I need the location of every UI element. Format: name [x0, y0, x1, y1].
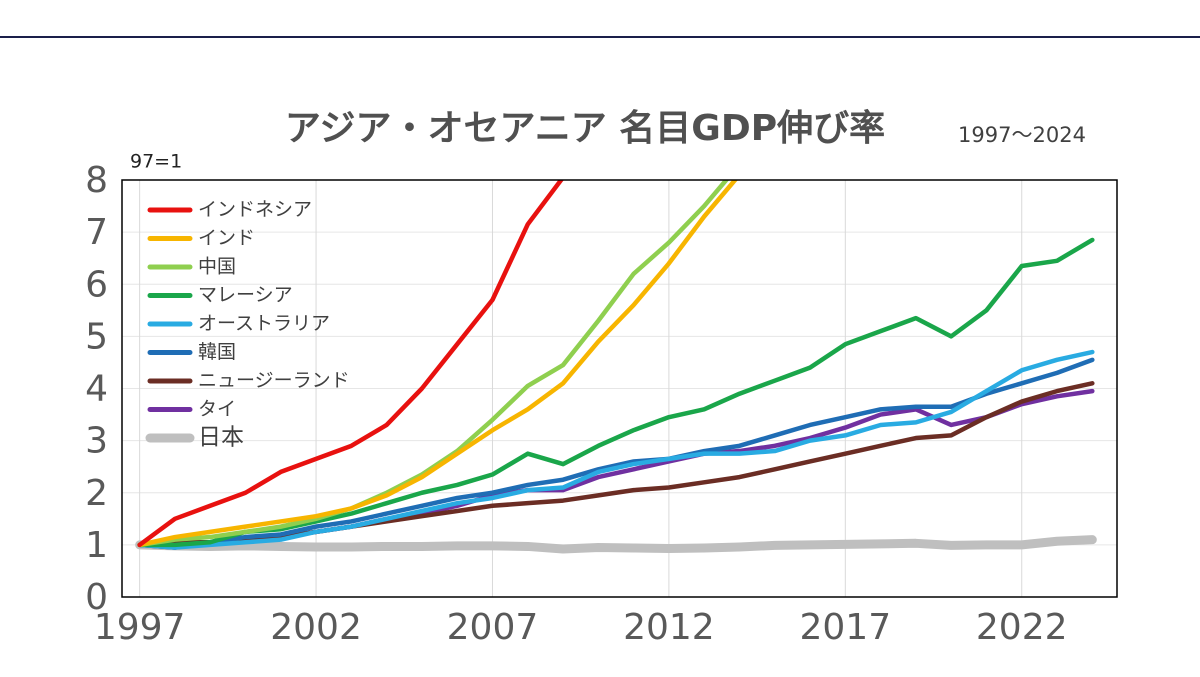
- legend-label: ニュージーランド: [198, 370, 350, 392]
- x-tick-label: 1997: [94, 607, 186, 648]
- legend-label: インド: [198, 227, 255, 249]
- y-tick-label: 6: [85, 264, 108, 305]
- series-line: [137, 349, 1095, 550]
- y-tick-label: 7: [85, 212, 108, 253]
- y-axis-label: 97=1: [130, 151, 182, 173]
- ticks: 0 1 2 3 4 5 6 7 8 1997 2002 2007 2012 2017 2022: [85, 160, 1067, 648]
- legend-label: インドネシア: [198, 199, 312, 221]
- x-tick-label: 2007: [447, 607, 539, 648]
- y-tick-label: 5: [85, 316, 108, 357]
- legend-label: タイ: [198, 398, 236, 420]
- legend-label: オーストラリア: [198, 313, 330, 335]
- lines: [135, 180, 1097, 554]
- legend-label: 韓国: [198, 341, 236, 363]
- chart-title: アジア・オセアニア 名目GDP伸び率: [285, 108, 885, 149]
- x-tick-label: 2022: [976, 607, 1068, 648]
- legend-label: 日本: [198, 425, 244, 451]
- x-tick-label: 2012: [623, 607, 715, 648]
- y-tick-label: 4: [85, 369, 108, 410]
- y-tick-label: 3: [85, 421, 108, 462]
- y-tick-label: 2: [85, 473, 108, 514]
- series-line: [137, 180, 564, 548]
- y-tick-label: 0: [85, 577, 108, 618]
- legend-label: マレーシア: [198, 284, 293, 306]
- y-tick-label: 1: [85, 525, 108, 566]
- series-line: [137, 180, 739, 548]
- x-tick-label: 2002: [270, 607, 362, 648]
- y-tick-label: 8: [85, 160, 108, 201]
- plot-frame: [121, 179, 1118, 598]
- x-tick-label: 2017: [800, 607, 892, 648]
- legend-label: 中国: [198, 256, 236, 278]
- series-line: [137, 237, 1095, 548]
- series-line: [135, 535, 1097, 554]
- series-line: [137, 357, 1095, 550]
- chart-subtitle: 1997～2024: [958, 123, 1086, 147]
